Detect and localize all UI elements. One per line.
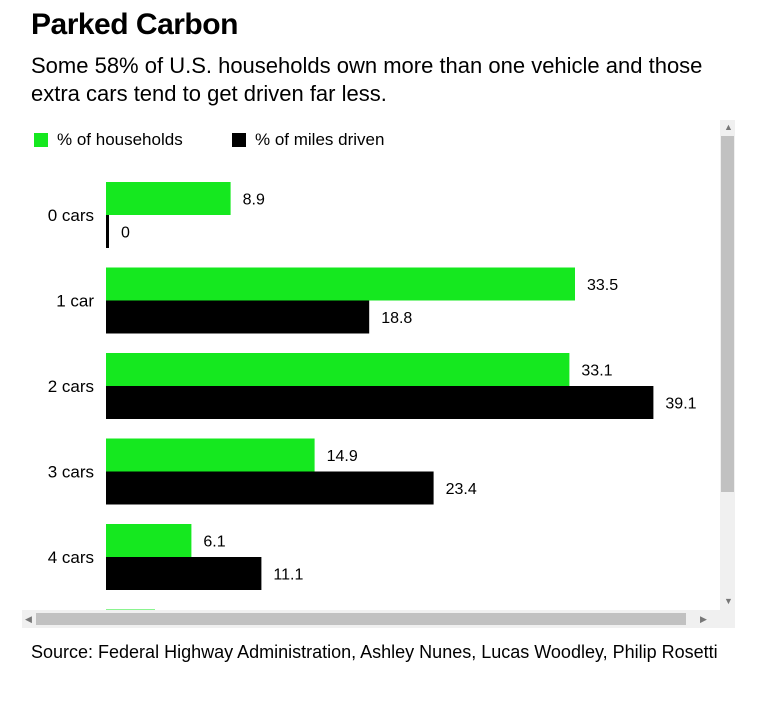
horizontal-scroll-thumb[interactable] [36, 613, 686, 625]
legend-households: % of households [34, 130, 183, 150]
category-label: 4 cars [48, 548, 94, 567]
legend-label: % of households [57, 130, 183, 149]
data-label: 23.4 [446, 481, 477, 498]
scroll-down-arrow-icon[interactable]: ▼ [724, 596, 733, 606]
bar-households [106, 524, 192, 557]
category-label: 3 cars [48, 463, 94, 482]
source-note: Source: Federal Highway Administration, … [31, 642, 718, 662]
bar-chart: 0 cars 8.9 0 1 car 33.5 18.8 2 cars 33.1 39.1 3 c… [48, 182, 697, 610]
data-label: 18.8 [381, 310, 412, 327]
category-label: 0 cars [48, 206, 94, 225]
bar-miles [106, 386, 654, 419]
chart-subtitle: Some 58% of U.S. households own more tha… [31, 53, 703, 106]
legend-miles: % of miles driven [232, 130, 384, 150]
scroll-right-arrow-icon[interactable]: ▶ [700, 614, 707, 624]
chart-scroll-area[interactable]: % of households % of miles driven 0 cars… [22, 120, 720, 610]
data-label: 39.1 [665, 396, 696, 413]
bar-miles [106, 471, 434, 505]
bar-households [106, 353, 570, 386]
data-label: 6.1 [203, 534, 225, 551]
data-label: 33.5 [587, 277, 618, 294]
legend-label: % of miles driven [255, 130, 385, 149]
legend-swatch-green [34, 133, 48, 147]
category-label: 1 car [56, 292, 94, 311]
vertical-scrollbar[interactable]: ▲ ▼ [720, 120, 735, 610]
bar-miles [106, 557, 262, 590]
bar-households [106, 609, 155, 610]
horizontal-scrollbar[interactable]: ◀ ▶ [22, 610, 735, 628]
bar-miles [106, 215, 109, 248]
chart-title: Parked Carbon [31, 8, 238, 41]
scroll-left-arrow-icon[interactable]: ◀ [25, 614, 32, 624]
legend-swatch-black [232, 133, 246, 147]
data-label: 33.1 [581, 363, 612, 380]
bar-households [106, 267, 575, 301]
bar-miles [106, 300, 370, 334]
vertical-scroll-thumb[interactable] [721, 136, 734, 492]
data-label: 14.9 [327, 448, 358, 465]
scroll-up-arrow-icon[interactable]: ▲ [724, 122, 733, 132]
data-label: 11.1 [273, 567, 303, 584]
bar-households [106, 438, 315, 472]
category-label: 2 cars [48, 377, 94, 396]
bar-households [106, 182, 231, 215]
data-label: 8.9 [243, 192, 265, 209]
data-label: 0 [121, 225, 130, 242]
